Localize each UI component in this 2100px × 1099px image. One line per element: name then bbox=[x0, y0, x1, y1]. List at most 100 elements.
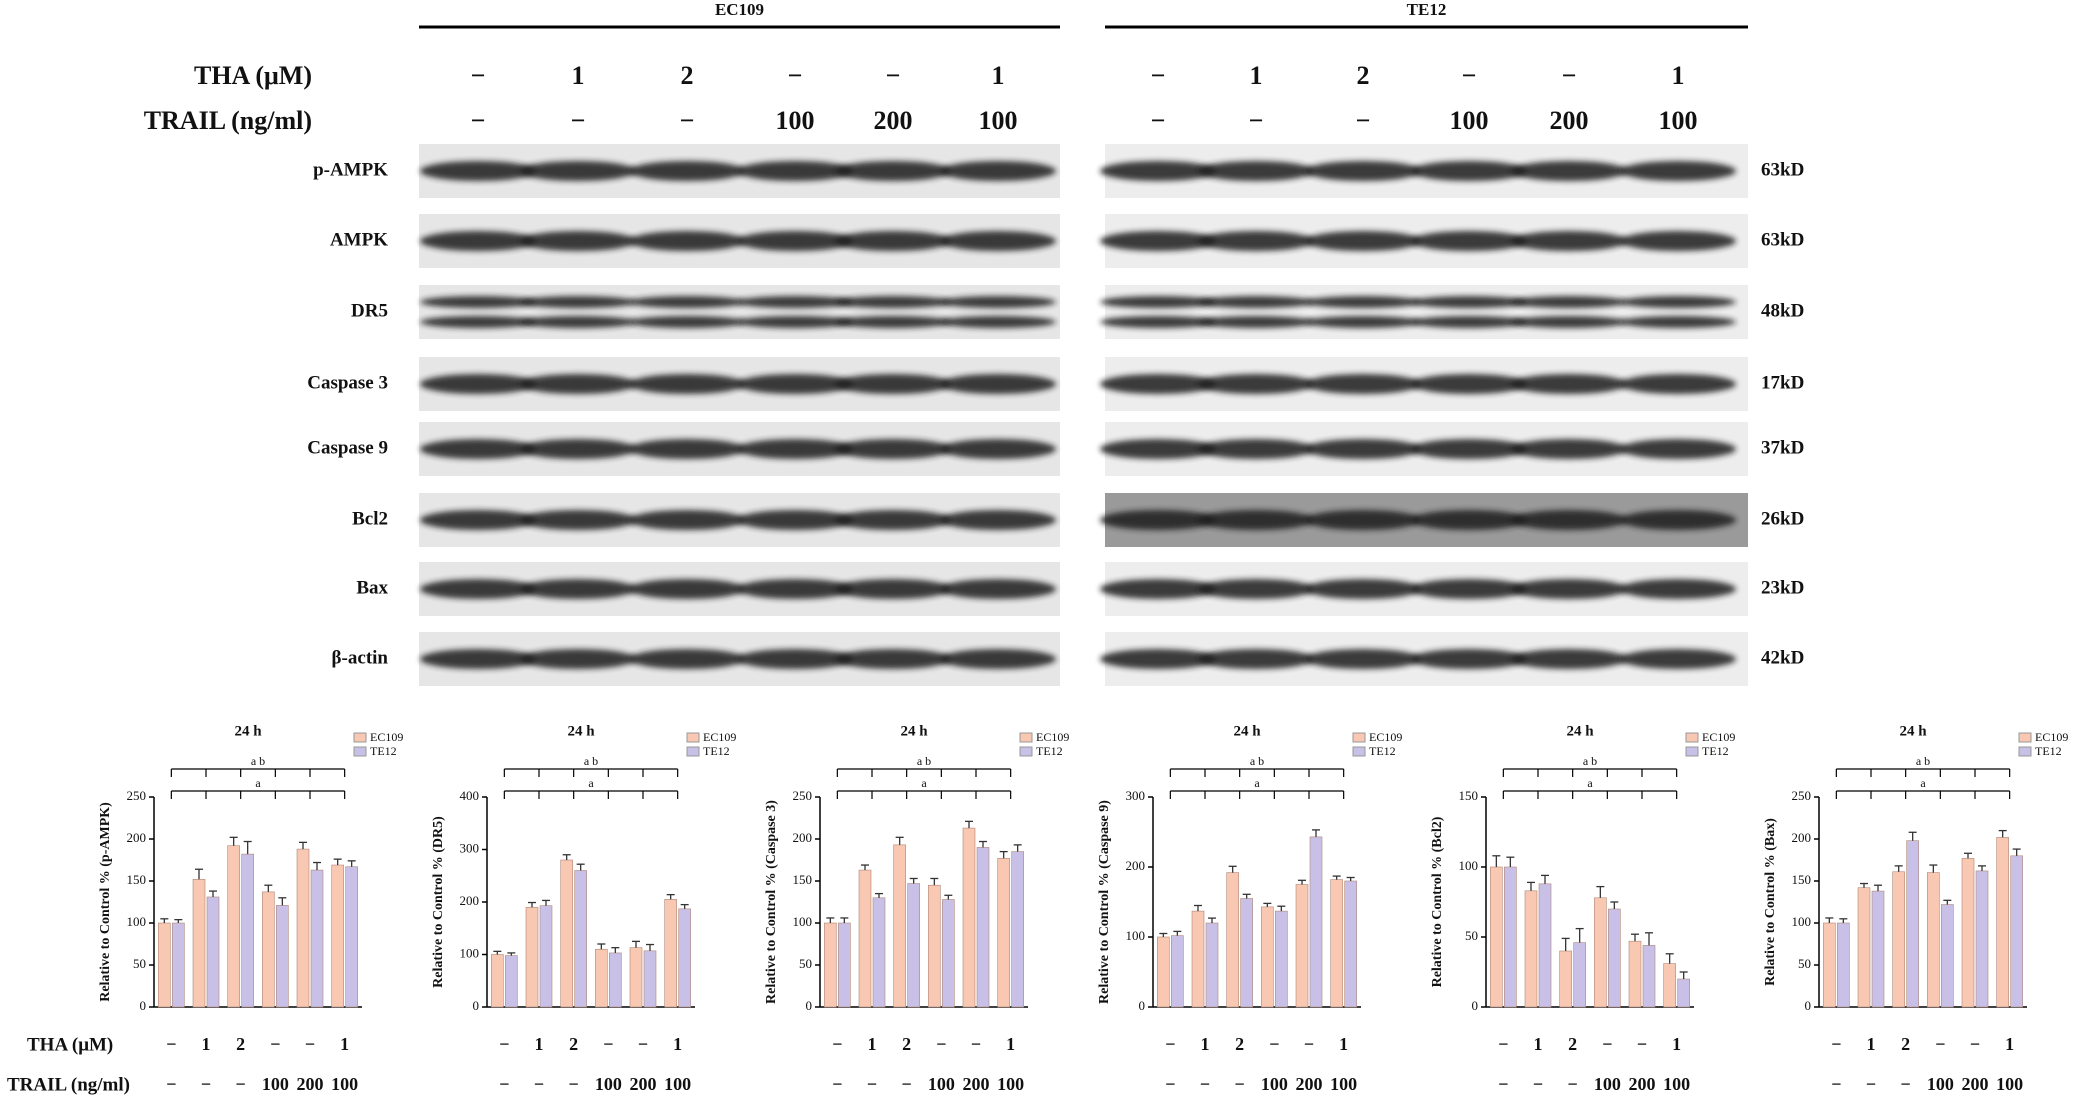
treatment-value: 1 bbox=[1534, 1034, 1543, 1054]
chart-title: 24 h bbox=[567, 723, 595, 739]
blot-band bbox=[420, 439, 536, 459]
treatment-value: − bbox=[1269, 1034, 1279, 1054]
treatment-label: TRAIL (ng/ml) bbox=[7, 1074, 130, 1095]
treatment-value: − bbox=[1200, 1074, 1210, 1094]
bar bbox=[1608, 908, 1621, 1008]
blot-band bbox=[1511, 374, 1627, 394]
blot-band bbox=[737, 510, 853, 530]
blot-band bbox=[1198, 316, 1314, 328]
bar bbox=[1157, 936, 1170, 1008]
bar bbox=[1240, 898, 1253, 1008]
bar bbox=[1823, 922, 1836, 1008]
blot-band bbox=[1305, 161, 1421, 181]
blot-band bbox=[629, 296, 745, 308]
error-bar bbox=[160, 918, 169, 923]
bar bbox=[595, 948, 608, 1008]
bar bbox=[664, 899, 677, 1008]
y-tick-label: 400 bbox=[460, 788, 480, 803]
legend-label: EC109 bbox=[1369, 730, 1402, 744]
blot-band bbox=[420, 510, 536, 530]
error-bar bbox=[1506, 856, 1515, 867]
bar bbox=[1261, 906, 1274, 1008]
legend-swatch bbox=[1019, 732, 1033, 743]
chart-title: 24 h bbox=[1899, 723, 1927, 739]
error-bar bbox=[680, 903, 689, 909]
annotation: a b bbox=[584, 754, 598, 768]
error-bar bbox=[1159, 932, 1168, 937]
error-bar bbox=[1964, 852, 1972, 859]
error-bar bbox=[1194, 904, 1202, 912]
blot-band bbox=[520, 510, 636, 530]
error-bar bbox=[1541, 874, 1549, 884]
y-tick-label: 100 bbox=[1126, 928, 1146, 943]
blot-band bbox=[737, 374, 853, 394]
blot-band bbox=[1198, 231, 1314, 251]
blot-band bbox=[420, 374, 536, 394]
blot-band bbox=[737, 579, 853, 599]
y-tick-label: 100 bbox=[127, 914, 147, 929]
treatment-value: − bbox=[569, 1074, 579, 1094]
error-bar bbox=[965, 820, 973, 829]
blot-band bbox=[940, 374, 1056, 394]
legend-label: TE12 bbox=[1702, 744, 1729, 758]
blot-band bbox=[1511, 316, 1627, 328]
bar bbox=[1961, 858, 1975, 1008]
treatment-value: 2 bbox=[1357, 61, 1370, 90]
treatment-value: − bbox=[499, 1074, 509, 1094]
legend-label: EC109 bbox=[703, 730, 736, 744]
treatment-value: 1 bbox=[673, 1034, 682, 1054]
blot-band bbox=[520, 439, 636, 459]
error-bar bbox=[875, 892, 883, 898]
legend-label: TE12 bbox=[703, 744, 730, 758]
blot-band bbox=[520, 316, 636, 328]
bar bbox=[262, 891, 275, 1008]
blot-band bbox=[1411, 649, 1527, 669]
error-bar bbox=[507, 952, 516, 956]
error-bar bbox=[666, 894, 675, 900]
treatment-value: 1 bbox=[1339, 1034, 1348, 1054]
treatment-value: 200 bbox=[630, 1074, 657, 1094]
error-bar bbox=[1263, 902, 1272, 907]
error-bar bbox=[1839, 918, 1848, 923]
treatment-value: − bbox=[1533, 1074, 1543, 1094]
treatment-value: − bbox=[1249, 106, 1264, 135]
treatment-value: − bbox=[1356, 106, 1371, 135]
error-bar bbox=[313, 861, 321, 871]
blot-band bbox=[1620, 579, 1736, 599]
bar bbox=[997, 858, 1010, 1008]
error-bar bbox=[1298, 879, 1306, 885]
y-tick-label: 50 bbox=[133, 956, 146, 971]
blot-band bbox=[1305, 439, 1421, 459]
error-bar bbox=[264, 884, 273, 892]
group-label: TE12 bbox=[1407, 0, 1447, 19]
treatment-value: 100 bbox=[776, 106, 815, 135]
size-label: 42kD bbox=[1761, 647, 1804, 668]
blot-band bbox=[1100, 316, 1216, 328]
treatment-value: − bbox=[1602, 1034, 1612, 1054]
bar bbox=[158, 922, 171, 1008]
y-tick-label: 50 bbox=[1798, 956, 1811, 971]
treatment-value: 100 bbox=[664, 1074, 691, 1094]
blot-band bbox=[835, 510, 951, 530]
treatment-value: − bbox=[788, 61, 803, 90]
bar bbox=[609, 952, 622, 1008]
error-bar bbox=[493, 950, 502, 955]
blot-band bbox=[1100, 296, 1216, 308]
error-bar bbox=[1998, 829, 2007, 838]
blot-band bbox=[1620, 439, 1736, 459]
legend-swatch bbox=[2018, 746, 2032, 757]
annotation: a bbox=[255, 776, 261, 790]
bar bbox=[1663, 963, 1676, 1008]
blot-band bbox=[1620, 510, 1736, 530]
blot-band bbox=[1305, 374, 1421, 394]
bar bbox=[172, 922, 185, 1008]
legend-label: TE12 bbox=[1036, 744, 1063, 758]
error-bar bbox=[333, 858, 342, 866]
error-bar bbox=[840, 917, 849, 923]
y-axis-label: Relative to Control % (DR5) bbox=[431, 816, 446, 988]
treatment-value: − bbox=[1498, 1034, 1508, 1054]
bar bbox=[296, 848, 310, 1008]
blot-band bbox=[629, 510, 745, 530]
treatment-value: − bbox=[305, 1034, 315, 1054]
